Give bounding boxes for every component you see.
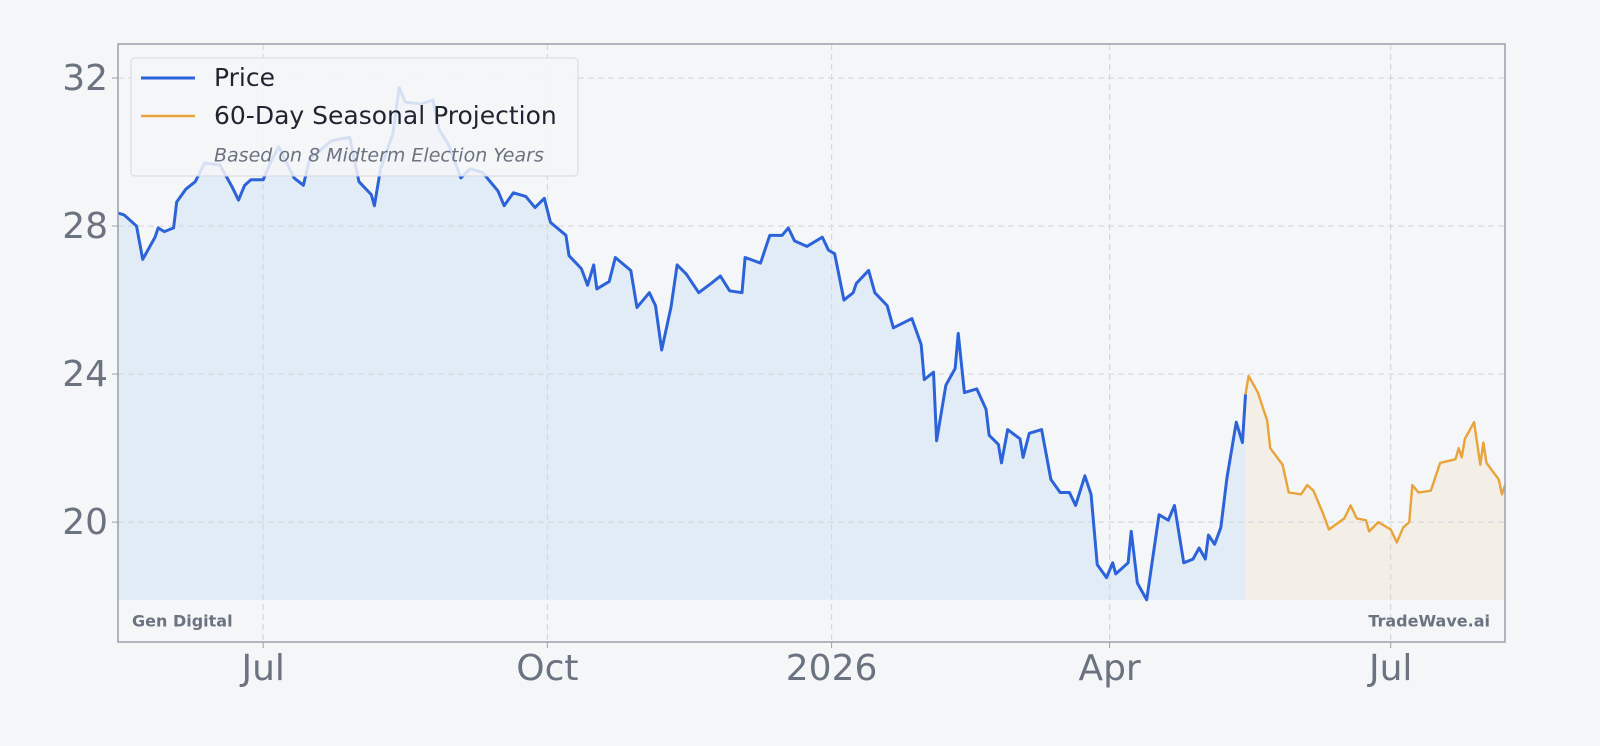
x-tick-label: Jul [1367,648,1412,689]
legend-note: Based on 8 Midterm Election Years [214,145,544,167]
y-tick-label: 24 [62,354,108,395]
plot-frame [117,43,1506,643]
x-tick-label: Jul [239,648,284,689]
area [118,87,1246,600]
y-tick-label: 28 [62,206,108,247]
legend: Based on 8 Midterm Election Years Price 6… [130,57,579,177]
x-tick-label: Apr [1078,648,1140,689]
legend-box [130,57,579,177]
x-tick-label: 2026 [786,648,878,689]
area [1245,375,1505,600]
legend-label: 60-Day Seasonal Projection [214,101,557,130]
y-tick-label: 20 [62,502,108,543]
legend-label: Price [214,63,275,92]
watermark: Gen Digital [132,612,233,631]
y-tick-label: 32 [62,58,108,99]
watermark: TradeWave.ai [1368,612,1490,631]
x-tick-label: Oct [516,648,578,689]
line [1244,374,1507,544]
